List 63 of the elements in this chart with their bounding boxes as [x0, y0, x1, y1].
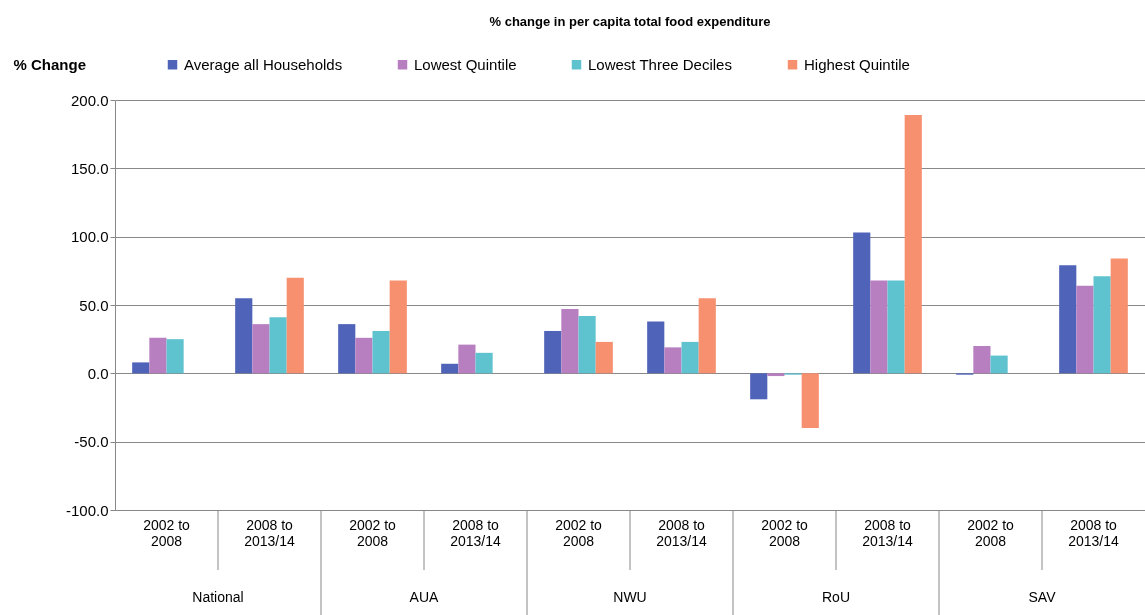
bar	[578, 315, 596, 374]
x-tick-label: 2002 to 2008	[349, 516, 397, 549]
bar	[853, 232, 871, 374]
bar	[647, 321, 665, 374]
x-tick-label: 2002 to 2008	[761, 516, 809, 549]
bar	[338, 324, 356, 374]
text: RoU	[821, 589, 851, 605]
bar	[870, 280, 888, 374]
bar	[252, 324, 270, 374]
x-tick-label: 2008 to 2013/14	[656, 516, 708, 549]
bar	[441, 363, 459, 374]
x-tick-label: 2002 to 2008	[555, 516, 603, 549]
bar	[355, 337, 373, 374]
bar	[767, 373, 785, 377]
text: NWU	[613, 589, 647, 605]
bar	[269, 317, 287, 374]
bar	[1093, 276, 1111, 374]
bar	[389, 280, 407, 374]
bar	[698, 298, 716, 374]
bar	[1076, 285, 1094, 374]
bar	[166, 339, 184, 374]
x-tick-label: 2008 to 2013/14	[450, 516, 502, 549]
bar	[544, 330, 562, 374]
x-tick-label: 2008 to 2013/14	[244, 516, 296, 549]
y-tick-label: -50.0	[74, 433, 109, 451]
bar	[664, 347, 682, 374]
y-tick-label: 50.0	[79, 296, 109, 314]
y-tick-label: 100.0	[70, 228, 109, 246]
text: SAV	[1028, 589, 1057, 605]
y-axis-title: % Change	[13, 55, 87, 73]
legend-label: Highest Quintile	[804, 55, 910, 73]
legend-label: Lowest Quintile	[414, 55, 517, 73]
y-tick-label: -100.0	[65, 501, 109, 519]
bar	[561, 309, 579, 374]
bar	[801, 373, 819, 428]
bar	[235, 298, 253, 374]
bar	[132, 362, 150, 374]
bar	[458, 344, 476, 374]
x-tick-label: 2002 to 2008	[143, 516, 191, 549]
bar	[904, 115, 922, 374]
legend-label: Average all Households	[184, 55, 343, 73]
text: National	[192, 589, 244, 605]
bar	[750, 373, 768, 400]
bar	[973, 346, 991, 374]
bar	[149, 337, 167, 374]
y-tick-label: 200.0	[70, 91, 109, 109]
x-tick-label: 2008 to 2013/14	[1068, 516, 1120, 549]
bar	[681, 341, 699, 374]
legend-label: Lowest Three Deciles	[588, 55, 732, 73]
bar	[286, 277, 304, 374]
bar	[990, 355, 1008, 374]
bar	[372, 330, 390, 374]
y-tick-label: 0.0	[87, 364, 109, 382]
text: AUA	[409, 589, 440, 605]
x-tick-label: 2008 to 2013/14	[862, 516, 914, 549]
chart-title: % change in per capita total food expenditure	[489, 14, 771, 29]
bar	[595, 341, 613, 374]
y-tick-label: 150.0	[70, 159, 109, 177]
bar	[475, 352, 493, 374]
bar	[1110, 258, 1128, 374]
x-tick-label: 2002 to 2008	[967, 516, 1015, 549]
bar	[887, 280, 905, 374]
bar	[1059, 265, 1077, 374]
